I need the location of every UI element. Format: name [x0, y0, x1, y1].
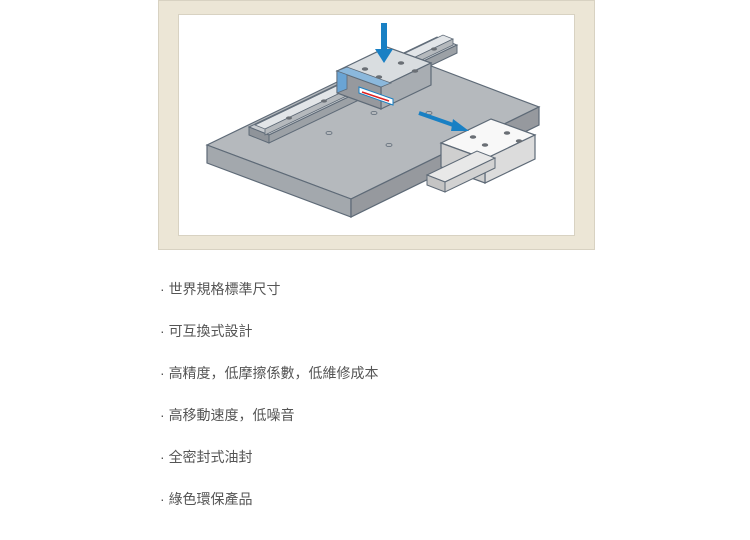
list-item: 高精度，低摩擦係數，低維修成本 — [160, 352, 750, 394]
illustration-frame — [158, 0, 595, 250]
list-item: 高移動速度，低噪音 — [160, 394, 750, 436]
linear-rail-diagram — [178, 14, 575, 236]
list-item: 綠色環保產品 — [160, 478, 750, 520]
list-item: 全密封式油封 — [160, 436, 750, 478]
feature-list: 世界規格標準尺寸 可互換式設計 高精度，低摩擦係數，低維修成本 高移動速度，低噪… — [160, 268, 750, 520]
list-item: 世界規格標準尺寸 — [160, 268, 750, 310]
list-item: 可互換式設計 — [160, 310, 750, 352]
